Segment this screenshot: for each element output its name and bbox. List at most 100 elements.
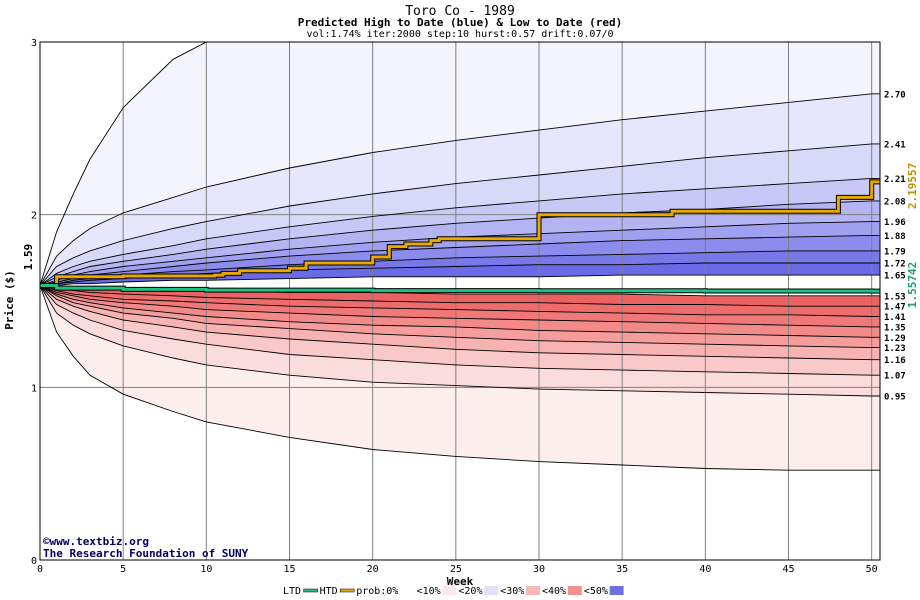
legend: LTD HTD prob:0% <10% <20% <30% <40% <50% [283, 586, 624, 597]
legend-label: HTD [320, 586, 338, 597]
upper-band [40, 200, 880, 286]
path-lines [40, 179, 880, 294]
chart-title: Toro Co - 1989 [405, 4, 515, 19]
y-axis-label: Price ($) [3, 270, 16, 330]
quantile-line [40, 285, 880, 338]
credit-website: ©www.textbiz.org [43, 535, 149, 548]
legend-label: <10% [417, 586, 441, 597]
quantile-line [40, 42, 880, 286]
quantile-line [40, 285, 880, 317]
upper-band [40, 250, 880, 286]
legend-line-swatch [303, 588, 318, 593]
y-tick-label: 0 [31, 556, 37, 567]
right-value-label: 2.08 [884, 197, 906, 207]
quantile-line [40, 262, 880, 286]
x-tick-label: 45 [782, 564, 794, 575]
lower-band [40, 285, 880, 317]
right-value-label: 1.29 [884, 334, 906, 344]
right-value-label: 1.72 [884, 260, 906, 270]
y-tick-label: 2 [31, 211, 37, 222]
right-value-label: 1.23 [884, 344, 906, 354]
lower-band [40, 285, 880, 396]
legend-line-swatch [339, 588, 355, 593]
x-tick-label: 0 [37, 564, 43, 575]
lower-band [40, 285, 880, 348]
right-value-label: 1.53 [884, 292, 906, 302]
credit-foundation: The Research Foundation of SUNY [43, 547, 249, 560]
y-tick-label: 3 [31, 38, 37, 49]
y-tick-label: 1 [31, 383, 37, 394]
upper-band [40, 235, 880, 286]
x-tick-label: 40 [699, 564, 711, 575]
legend-label: prob:0% [356, 586, 398, 597]
ltd-final-value: 1.55742 [906, 262, 919, 308]
bands [40, 42, 880, 471]
series-ltd-line [40, 284, 880, 293]
right-value-label: 1.07 [884, 372, 906, 382]
lower-band [40, 285, 880, 327]
right-value-label: 1.65 [884, 272, 906, 282]
legend-color-swatch [567, 586, 582, 595]
lower-band [40, 285, 880, 360]
lower-band [40, 285, 880, 307]
quantile-line [40, 285, 880, 376]
legend-label: <40% [542, 586, 566, 597]
right-value-label: 1.88 [884, 232, 906, 242]
right-value-label: 0.95 [884, 392, 906, 402]
x-tick-label: 5 [120, 564, 126, 575]
legend-label: LTD [283, 586, 301, 597]
x-tick-label: 30 [533, 564, 545, 575]
right-value-label: 1.96 [884, 218, 906, 228]
series-htd-line [40, 180, 880, 287]
quantile-line [40, 274, 880, 286]
x-tick-label: 15 [283, 564, 295, 575]
quantile-line [40, 143, 880, 286]
right-value-label: 1.47 [884, 303, 906, 313]
quantile-line [40, 221, 880, 286]
right-value-label: 2.21 [884, 175, 906, 185]
x-tick-label: 35 [616, 564, 628, 575]
legend-label: <20% [458, 586, 482, 597]
legend-color-swatch [484, 586, 499, 595]
right-value-label: 1.35 [884, 323, 906, 333]
quantile-line [40, 285, 880, 361]
x-tick-label: 20 [367, 564, 379, 575]
chart-subtitle: Predicted High to Date (blue) & Low to D… [298, 16, 623, 29]
right-value-label: 2.70 [884, 90, 906, 100]
legend-color-swatch [442, 586, 457, 595]
x-tick-label: 10 [200, 564, 212, 575]
upper-band [40, 143, 880, 286]
right-value-label: 2.41 [884, 140, 906, 150]
legend-color-swatch [609, 586, 624, 595]
upper-band [40, 221, 880, 286]
quantile-line [40, 285, 880, 349]
legend-label: <50% [584, 586, 608, 597]
htd-final-value: 2.19557 [906, 163, 919, 209]
right-value-label: 1.16 [884, 356, 906, 366]
chart-params: vol:1.74% iter:2000 step:10 hurst:0.57 d… [306, 29, 613, 40]
legend-color-swatch [400, 586, 415, 595]
quantile-line [40, 285, 880, 328]
upper-band [40, 263, 880, 286]
plot-border [39, 41, 881, 561]
lower-band [40, 285, 880, 338]
quantile-line [40, 285, 880, 307]
quantile-line [40, 285, 880, 471]
x-tick-label: 50 [866, 564, 878, 575]
legend-color-swatch [526, 586, 540, 595]
quantile-line [40, 200, 880, 286]
legend-label: <30% [500, 586, 524, 597]
right-value-label: 1.41 [884, 313, 906, 323]
start-price-label: 1.59 [22, 244, 35, 271]
quantile-line [40, 93, 880, 286]
x-tick-label: 25 [450, 564, 462, 575]
right-value-label: 1.79 [884, 247, 906, 257]
lower-band [40, 285, 880, 471]
curves [40, 42, 880, 471]
upper-band [40, 93, 880, 286]
quantile-line [40, 177, 880, 286]
upper-band [40, 178, 880, 286]
plot-area: 0 5 10 15 20 25 30 35 40 45 50 0 1 2 3 2.70 2.41 2.21 2.08… [31, 38, 906, 575]
upper-band [40, 42, 880, 286]
